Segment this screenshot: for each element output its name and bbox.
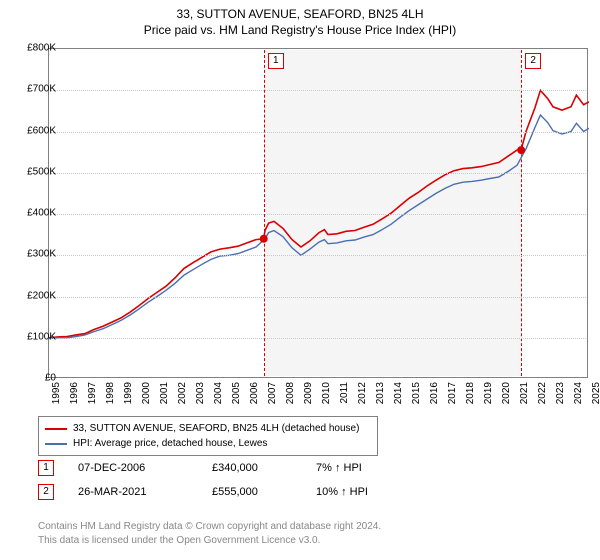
x-axis-label: 2020 (501, 382, 512, 404)
legend-swatch (45, 443, 67, 445)
x-axis-label: 2022 (537, 382, 548, 404)
row-marker: 1 (38, 460, 54, 476)
x-axis-label: 2000 (141, 382, 152, 404)
gridline (50, 214, 586, 215)
gridline (50, 132, 586, 133)
x-axis-label: 1996 (69, 382, 80, 404)
x-axis-label: 2009 (303, 382, 314, 404)
legend-swatch (45, 428, 67, 430)
row-price: £340,000 (212, 462, 292, 474)
x-axis-label: 2006 (249, 382, 260, 404)
y-axis-label: £700K (10, 84, 56, 95)
x-axis-label: 2025 (591, 382, 600, 404)
chart-container: 33, SUTTON AVENUE, SEAFORD, BN25 4LH Pri… (0, 0, 600, 560)
gridline (50, 90, 586, 91)
y-axis-label: £0 (10, 373, 56, 384)
x-axis-label: 2017 (447, 382, 458, 404)
transaction-table: 1 07-DEC-2006 £340,000 7% ↑ HPI 2 26-MAR-2021… (38, 460, 368, 508)
legend-item: 33, SUTTON AVENUE, SEAFORD, BN25 4LH (de… (45, 421, 371, 436)
footer-attribution: Contains HM Land Registry data © Crown c… (38, 520, 381, 547)
legend-label: HPI: Average price, detached house, Lewe… (73, 436, 267, 451)
table-row: 1 07-DEC-2006 £340,000 7% ↑ HPI (38, 460, 368, 476)
x-axis-label: 2005 (231, 382, 242, 404)
annotation-dot (260, 235, 268, 243)
row-hpi: 7% ↑ HPI (316, 462, 362, 474)
annotation-marker: 2 (525, 53, 541, 69)
gridline (50, 173, 586, 174)
title-line-1: 33, SUTTON AVENUE, SEAFORD, BN25 4LH (177, 7, 424, 21)
chart-title: 33, SUTTON AVENUE, SEAFORD, BN25 4LH Pri… (0, 0, 600, 38)
gridline (50, 255, 586, 256)
x-axis-label: 2012 (357, 382, 368, 404)
x-axis-label: 2015 (411, 382, 422, 404)
y-axis-label: £600K (10, 125, 56, 136)
legend-item: HPI: Average price, detached house, Lewe… (45, 436, 371, 451)
x-axis-label: 1997 (87, 382, 98, 404)
row-date: 07-DEC-2006 (78, 462, 188, 474)
x-axis-label: 2021 (519, 382, 530, 404)
row-hpi: 10% ↑ HPI (316, 486, 368, 498)
x-axis-label: 2018 (465, 382, 476, 404)
plot-area: 12 (48, 48, 588, 378)
title-line-2: Price paid vs. HM Land Registry's House … (144, 23, 456, 37)
y-axis-label: £300K (10, 249, 56, 260)
x-axis-label: 2011 (339, 382, 350, 404)
y-axis-label: £800K (10, 43, 56, 54)
x-axis-label: 2014 (393, 382, 404, 404)
annotation-dot (517, 146, 525, 154)
x-axis-label: 2008 (285, 382, 296, 404)
x-axis-label: 2013 (375, 382, 386, 404)
x-axis-label: 2019 (483, 382, 494, 404)
y-axis-label: £100K (10, 331, 56, 342)
legend-label: 33, SUTTON AVENUE, SEAFORD, BN25 4LH (de… (73, 421, 359, 436)
x-axis-label: 2004 (213, 382, 224, 404)
x-axis-label: 2010 (321, 382, 332, 404)
footer-line-1: Contains HM Land Registry data © Crown c… (38, 521, 381, 532)
row-marker: 2 (38, 484, 54, 500)
plot-area-wrap: 12 1995199619971998199920002001200220032… (48, 48, 588, 378)
table-row: 2 26-MAR-2021 £555,000 10% ↑ HPI (38, 484, 368, 500)
x-axis-label: 2024 (573, 382, 584, 404)
x-axis-label: 2001 (159, 382, 170, 404)
x-axis-label: 1995 (51, 382, 62, 404)
row-date: 26-MAR-2021 (78, 486, 188, 498)
gridline (50, 297, 586, 298)
x-axis-label: 2007 (267, 382, 278, 404)
annotation-marker: 1 (268, 53, 284, 69)
row-price: £555,000 (212, 486, 292, 498)
x-axis-label: 1999 (123, 382, 134, 404)
y-axis-label: £200K (10, 290, 56, 301)
footer-line-2: This data is licensed under the Open Gov… (38, 535, 320, 546)
series-line (49, 115, 589, 339)
x-axis-label: 2016 (429, 382, 440, 404)
x-axis-label: 1998 (105, 382, 116, 404)
x-axis-label: 2023 (555, 382, 566, 404)
x-axis-label: 2003 (195, 382, 206, 404)
x-axis-label: 2002 (177, 382, 188, 404)
gridline (50, 338, 586, 339)
legend-box: 33, SUTTON AVENUE, SEAFORD, BN25 4LH (de… (38, 416, 378, 456)
y-axis-label: £400K (10, 208, 56, 219)
y-axis-label: £500K (10, 166, 56, 177)
